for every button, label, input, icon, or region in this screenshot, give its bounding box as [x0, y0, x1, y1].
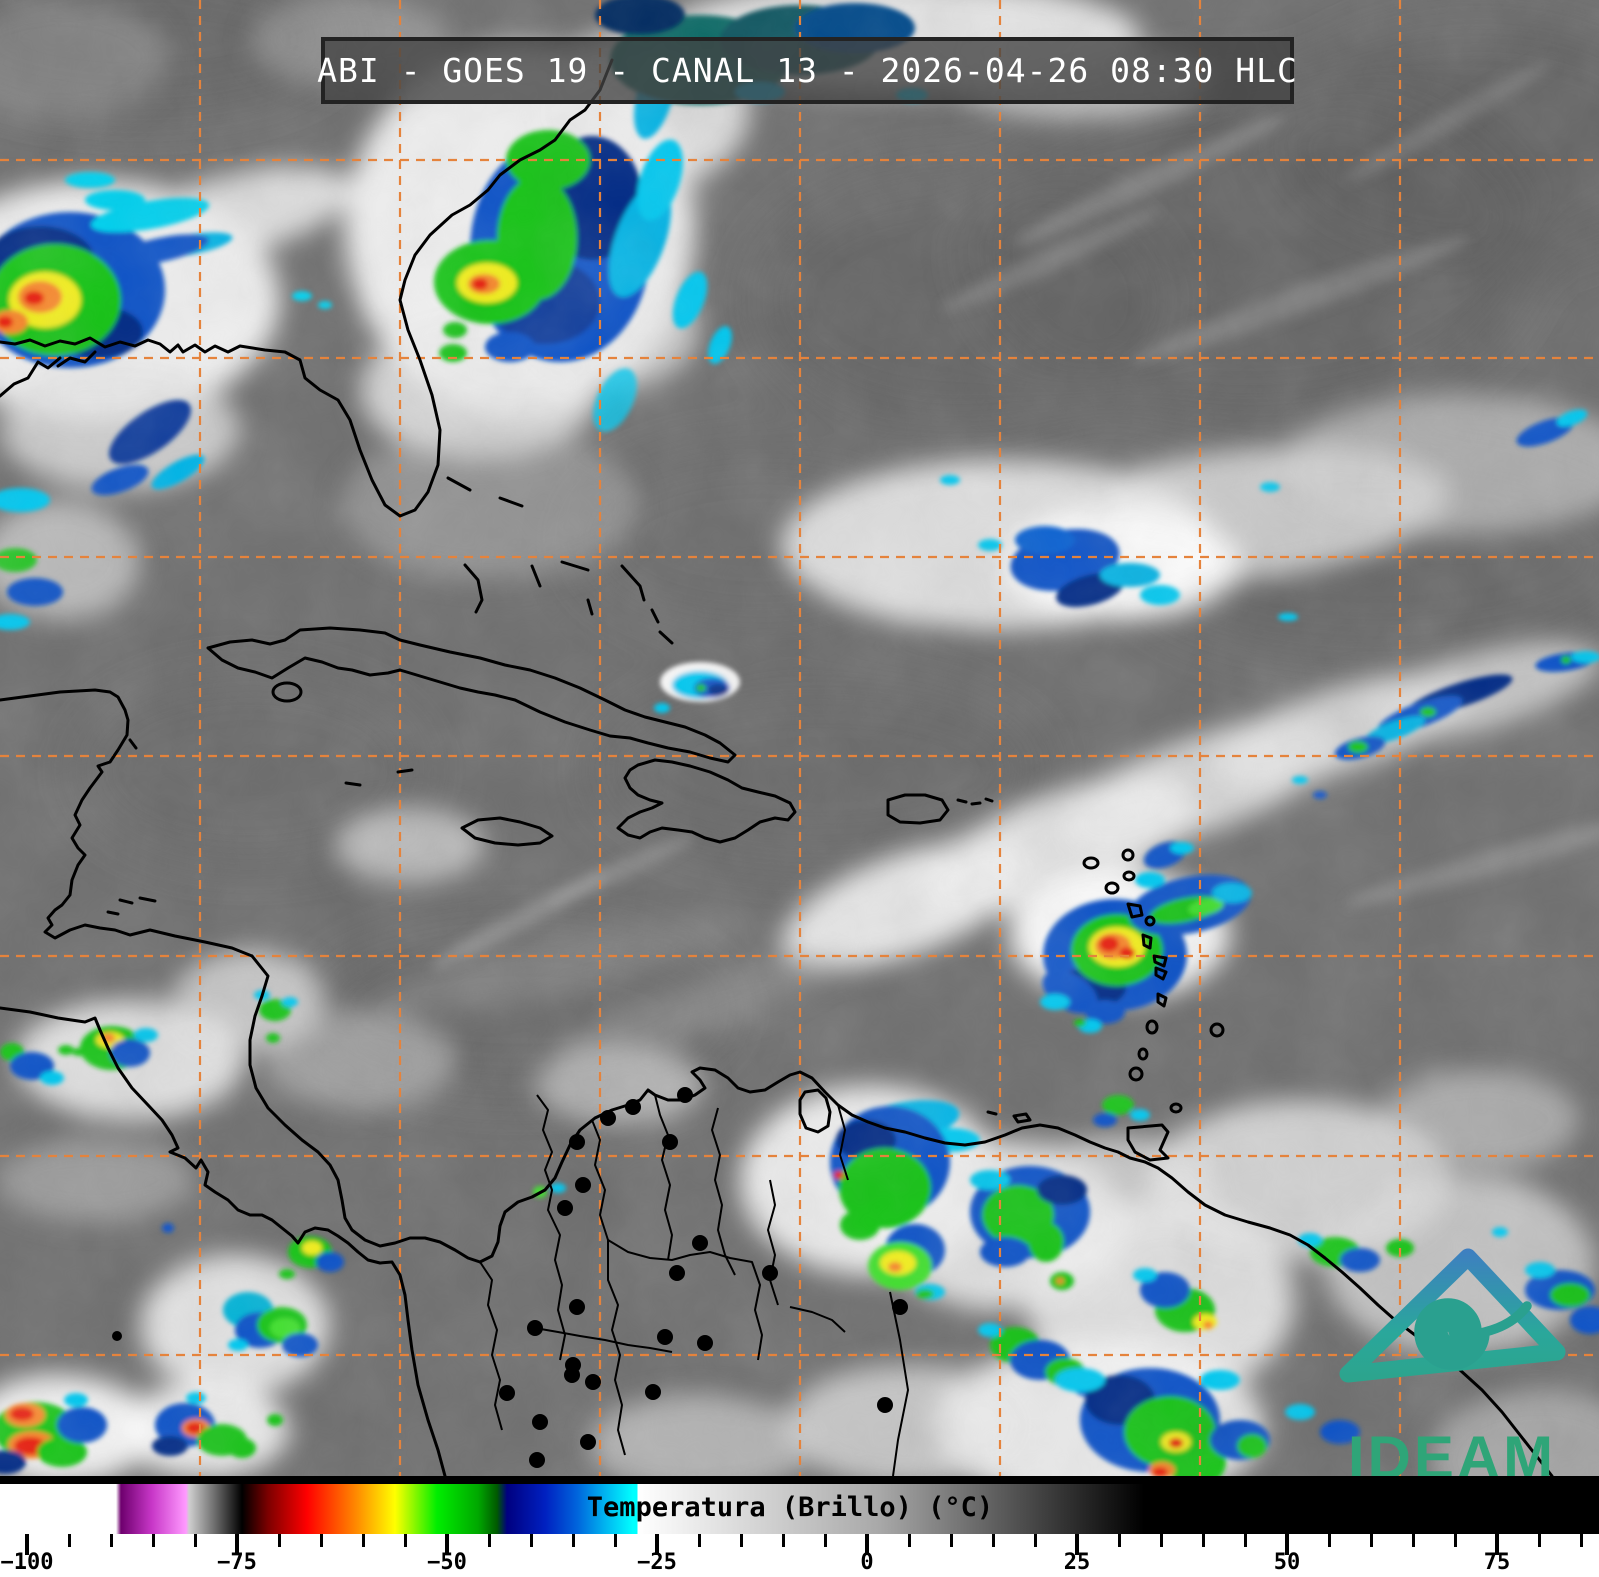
colorbar-major-tick [445, 1534, 449, 1555]
colorbar-minor-tick [781, 1534, 785, 1547]
colorbar-minor-tick [1033, 1534, 1037, 1547]
colorbar-minor-tick [613, 1534, 617, 1547]
city-dots [112, 1087, 908, 1468]
island-trinidad [1126, 1123, 1170, 1162]
colorbar-minor-tick [1117, 1534, 1121, 1547]
island-margarita [986, 1110, 1032, 1124]
colorbar-major-tick [235, 1534, 239, 1555]
colorbar-minor-tick [1159, 1534, 1163, 1547]
colorbar-minor-tick [697, 1534, 701, 1547]
coast-pacific-central-america [0, 1006, 447, 1478]
colorbar-tick-label: −100 [0, 1550, 54, 1575]
colorbar-major-tick [1075, 1534, 1079, 1555]
coast-bahamas [446, 476, 674, 645]
colorbar-tick-label: −50 [427, 1550, 467, 1575]
colorbar-major-tick [865, 1534, 869, 1555]
coast-us-atlantic-florida-gulf [0, 58, 614, 518]
colorbar-minor-tick [1537, 1534, 1541, 1547]
coast-louisiana-marsh [0, 350, 97, 398]
colorbar-minor-tick [151, 1534, 155, 1547]
colorbar-minor-tick [529, 1534, 533, 1547]
islands-honduras-bay [106, 896, 157, 916]
graticule [0, 0, 1599, 1476]
colorbar-tick-label: 50 [1273, 1550, 1301, 1575]
coast-caymans [344, 768, 414, 787]
island-cozumel [128, 738, 138, 750]
island-isla-juventud [271, 681, 303, 703]
coast-nicaragua-caribbean [248, 954, 482, 1264]
coast-cuba [206, 626, 737, 764]
island-hispaniola [616, 758, 797, 844]
logo-text: IDEAM [1348, 1424, 1556, 1485]
colorbar-minor-tick [361, 1534, 365, 1547]
lake-maracaibo [798, 1088, 832, 1134]
colorbar-minor-tick [571, 1534, 575, 1547]
title-text: ABI - GOES 19 - CANAL 13 - 2026-04-26 08… [317, 51, 1298, 90]
colorbar-minor-tick [193, 1534, 197, 1547]
colorbar-major-tick [25, 1534, 29, 1555]
colorbar-minor-tick [949, 1534, 953, 1547]
colorbar-tick-label: −25 [637, 1550, 677, 1575]
logo-hurricane-spiral [1414, 1298, 1532, 1370]
islands-virgin [956, 797, 994, 806]
colorbar-minor-tick [403, 1534, 407, 1547]
colorbar-minor-tick [319, 1534, 323, 1547]
colorbar-minor-tick [1369, 1534, 1373, 1547]
coast-yucatan [0, 688, 254, 958]
colorbar-gradient-strip [0, 1484, 1599, 1534]
colorbar-title: Temperatura (Brillo) (°C) [586, 1492, 994, 1523]
colorbar-tick-label: 75 [1483, 1550, 1511, 1575]
colorbar-tick-label: 0 [860, 1550, 874, 1575]
colorbar-minor-tick [739, 1534, 743, 1547]
colorbar-tick-label: −75 [217, 1550, 257, 1575]
colorbar-minor-tick [1411, 1534, 1415, 1547]
island-puerto-rico [886, 793, 950, 825]
colorbar-minor-tick [67, 1534, 71, 1547]
island-jamaica [460, 816, 554, 847]
title-bar: ABI - GOES 19 - CANAL 13 - 2026-04-26 08… [317, 37, 1297, 104]
colorbar-major-tick [655, 1534, 659, 1555]
department-borders [479, 1094, 909, 1477]
colorbar-major-tick [1285, 1534, 1289, 1555]
colorbar-minor-tick [487, 1534, 491, 1547]
ideam-logo: IDEAM [1339, 1248, 1566, 1485]
colorbar-minor-tick [1453, 1534, 1457, 1547]
colorbar-minor-tick [991, 1534, 995, 1547]
colorbar-minor-tick [277, 1534, 281, 1547]
colorbar-minor-tick [1579, 1534, 1583, 1547]
colorbar-major-tick [1495, 1534, 1499, 1555]
islands-lesser-antilles [1082, 848, 1225, 1114]
colorbar-minor-tick [1201, 1534, 1205, 1547]
colorbar-minor-tick [907, 1534, 911, 1547]
colorbar: Temperatura (Brillo) (°C) −100 −75 −50 −25 0… [0, 1476, 1599, 1577]
colorbar-minor-tick [109, 1534, 113, 1547]
colorbar-minor-tick [1243, 1534, 1247, 1547]
colorbar-separator [0, 1476, 1599, 1484]
colorbar-minor-tick [823, 1534, 827, 1547]
colorbar-minor-tick [1327, 1534, 1331, 1547]
colorbar-tick-label: 25 [1063, 1550, 1091, 1575]
